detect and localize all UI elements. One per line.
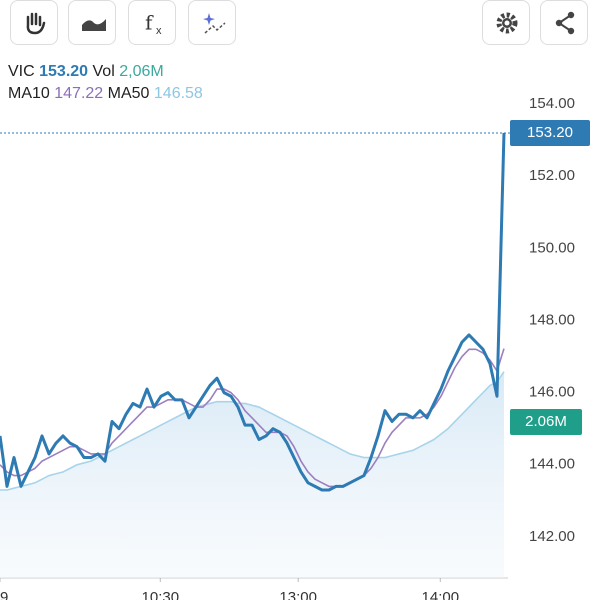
ma50-area [0,371,504,578]
series-line [0,348,505,488]
svg-text:x: x [156,25,162,37]
legend-row: MA10 147.22 MA50 146.58 [8,85,203,103]
last-price-tag [510,119,590,146]
y-tick-label: 146.00 [529,384,575,401]
chart-type-button[interactable] [68,0,116,45]
last-price-text: 153.20 [527,124,573,141]
drawing-tool-button[interactable] [10,0,58,45]
legend-value: 147.22 [54,85,104,102]
legend-name: MA50 [107,85,150,102]
volume-tag [510,409,582,435]
y-tick-label: 144.00 [529,456,575,473]
y-tick-label: 150.00 [529,239,575,256]
x-tick-label: 14:00 [422,589,460,600]
series-line [0,371,505,491]
legend-value: 153.20 [39,63,89,80]
legend-name: MA10 [8,85,50,102]
x-tick-label: 9 [0,589,8,600]
x-tick-label: 10:30 [142,589,180,600]
ai-button[interactable] [188,0,236,45]
legend-value: 146.58 [153,85,203,102]
share-button[interactable] [540,0,588,45]
y-tick-label: 148.00 [529,311,575,328]
legend-row: VIC 153.20 Vol 2,06M [8,63,164,81]
volume-text: 2.06M [525,413,567,430]
y-tick-label: 142.00 [529,528,575,545]
legend-value: 2,06M [119,63,164,80]
series-line [0,132,506,492]
x-tick-label: 13:00 [279,589,317,600]
legend-name: VIC [8,63,35,80]
y-tick-label: 154.00 [529,95,575,112]
settings-button[interactable] [482,0,530,45]
y-tick-label: 152.00 [529,167,575,184]
legend-name: Vol [92,63,115,80]
svg-text:f: f [145,11,154,35]
